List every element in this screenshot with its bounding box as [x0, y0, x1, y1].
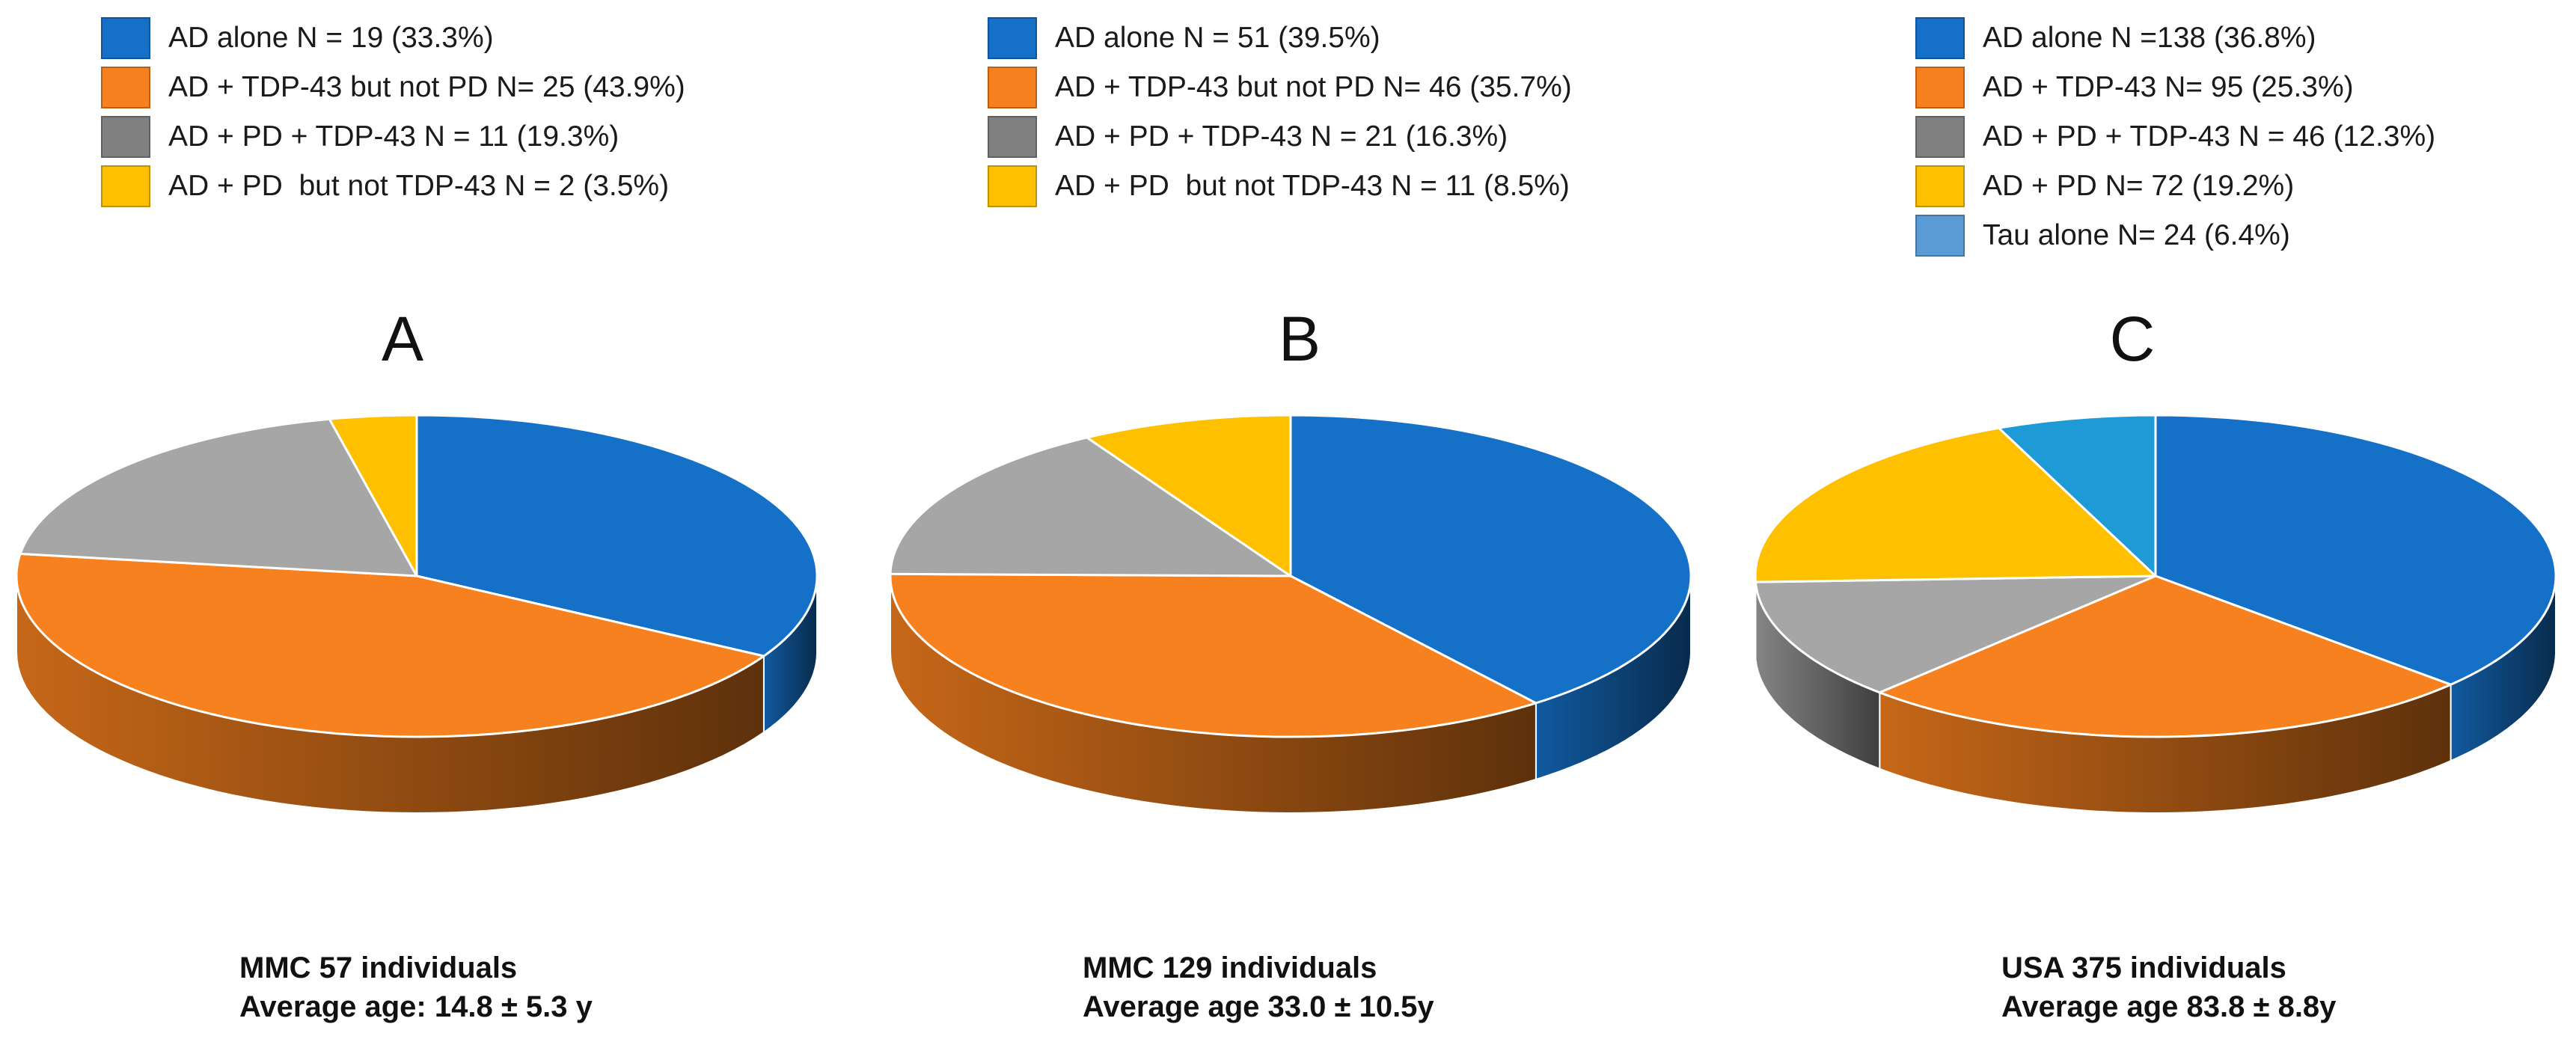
legend-swatch-b-2: [988, 116, 1037, 158]
legend-swatch-c-1: [1915, 67, 1965, 108]
legend-label-b-3: AD + PD but not TDP-43 N = 11 (8.5%): [1055, 170, 1570, 202]
panel-letter-c: C: [2109, 304, 2156, 374]
pie-chart-b: [889, 414, 1692, 815]
legend-item-a-3: AD + PD but not TDP-43 N = 2 (3.5%): [101, 162, 685, 211]
pie-panel-b: AD alone N = 51 (39.5%) AD + TDP-43 but n…: [860, 0, 1721, 1039]
caption-c-line1: USA 375 individuals: [2001, 951, 2286, 984]
pie-slice-c-3: [1754, 426, 2157, 583]
pie-slice-c-1: [1878, 574, 2453, 738]
pie-slice-c-2: [1754, 574, 2157, 694]
pie-slice-b-1: [889, 572, 1538, 738]
legend-item-c-0: AD alone N =138 (36.8%): [1915, 13, 2435, 63]
caption-b-line2: Average age 33.0 ± 10.5y: [1083, 990, 1434, 1023]
legend-item-b-2: AD + PD + TDP-43 N = 21 (16.3%): [988, 112, 1572, 162]
legend-label-c-1: AD + TDP-43 N= 95 (25.3%): [1983, 71, 2354, 103]
legend-swatch-c-4: [1915, 215, 1965, 257]
pie-slice-a-1: [15, 552, 765, 738]
legend-label-a-3: AD + PD but not TDP-43 N = 2 (3.5%): [168, 170, 670, 202]
legend-swatch-b-1: [988, 67, 1037, 108]
legend-swatch-c-0: [1915, 17, 1965, 59]
legend-b: AD alone N = 51 (39.5%) AD + TDP-43 but n…: [988, 13, 1572, 211]
legend-item-b-3: AD + PD but not TDP-43 N = 11 (8.5%): [988, 162, 1572, 211]
legend-label-c-0: AD alone N =138 (36.8%): [1983, 22, 2316, 54]
legend-item-c-3: AD + PD N= 72 (19.2%): [1915, 162, 2435, 211]
legend-label-c-2: AD + PD + TDP-43 N = 46 (12.3%): [1983, 120, 2436, 153]
panel-letter-a: A: [381, 304, 424, 374]
legend-label-b-2: AD + PD + TDP-43 N = 21 (16.3%): [1055, 120, 1508, 153]
pie-slice-a-3: [328, 414, 418, 577]
legend-label-a-1: AD + TDP-43 but not PD N= 25 (43.9%): [168, 71, 685, 103]
legend-swatch-b-3: [988, 165, 1037, 207]
legend-a: AD alone N = 19 (33.3%) AD + TDP-43 but n…: [101, 13, 685, 211]
legend-label-c-4: Tau alone N= 24 (6.4%): [1983, 219, 2290, 251]
legend-swatch-a-0: [101, 17, 150, 59]
legend-label-c-3: AD + PD N= 72 (19.2%): [1983, 170, 2295, 202]
legend-swatch-b-0: [988, 17, 1037, 59]
legend-swatch-a-3: [101, 165, 150, 207]
caption-a: MMC 57 individuals Average age: 14.8 ± 5…: [239, 948, 593, 1026]
legend-swatch-c-2: [1915, 116, 1965, 158]
legend-label-a-2: AD + PD + TDP-43 N = 11 (19.3%): [168, 120, 619, 153]
pie-panel-a: AD alone N = 19 (33.3%) AD + TDP-43 but n…: [0, 0, 860, 1039]
pie-slice-a-2: [19, 417, 418, 577]
legend-item-c-4: Tau alone N= 24 (6.4%): [1915, 211, 2435, 260]
pie-slice-c-4: [1998, 414, 2157, 577]
caption-b-line1: MMC 129 individuals: [1083, 951, 1377, 984]
pie-slice-c-0: [2154, 414, 2557, 686]
legend-item-c-2: AD + PD + TDP-43 N = 46 (12.3%): [1915, 112, 2435, 162]
legend-swatch-a-1: [101, 67, 150, 108]
pie-slice-b-2: [889, 436, 1292, 577]
legend-item-b-0: AD alone N = 51 (39.5%): [988, 13, 1572, 63]
caption-a-line1: MMC 57 individuals: [239, 951, 518, 984]
pie-slice-a-0: [415, 414, 819, 658]
caption-c: USA 375 individuals Average age 83.8 ± 8…: [2001, 948, 2336, 1026]
pie-panel-c: AD alone N =138 (36.8%) AD + TDP-43 N= 95…: [1721, 0, 2576, 1039]
caption-b: MMC 129 individuals Average age 33.0 ± 1…: [1083, 948, 1434, 1026]
legend-item-a-0: AD alone N = 19 (33.3%): [101, 13, 685, 63]
pie-chart-c: [1754, 414, 2557, 814]
pie-chart-a: [15, 414, 819, 815]
caption-c-line2: Average age 83.8 ± 8.8y: [2001, 990, 2337, 1023]
panel-letter-b: B: [1278, 304, 1321, 374]
legend-item-a-2: AD + PD + TDP-43 N = 11 (19.3%): [101, 112, 685, 162]
pie-slice-b-0: [1289, 414, 1692, 705]
pie-slice-b-3: [1086, 414, 1292, 577]
legend-swatch-a-2: [101, 116, 150, 158]
legend-c: AD alone N =138 (36.8%) AD + TDP-43 N= 95…: [1915, 13, 2435, 260]
legend-label-b-0: AD alone N = 51 (39.5%): [1055, 22, 1380, 54]
legend-item-c-1: AD + TDP-43 N= 95 (25.3%): [1915, 63, 2435, 112]
legend-item-a-1: AD + TDP-43 but not PD N= 25 (43.9%): [101, 63, 685, 112]
legend-swatch-c-3: [1915, 165, 1965, 207]
caption-a-line2: Average age: 14.8 ± 5.3 y: [239, 990, 593, 1023]
legend-item-b-1: AD + TDP-43 but not PD N= 46 (35.7%): [988, 63, 1572, 112]
legend-label-b-1: AD + TDP-43 but not PD N= 46 (35.7%): [1055, 71, 1572, 103]
legend-label-a-0: AD alone N = 19 (33.3%): [168, 22, 494, 54]
